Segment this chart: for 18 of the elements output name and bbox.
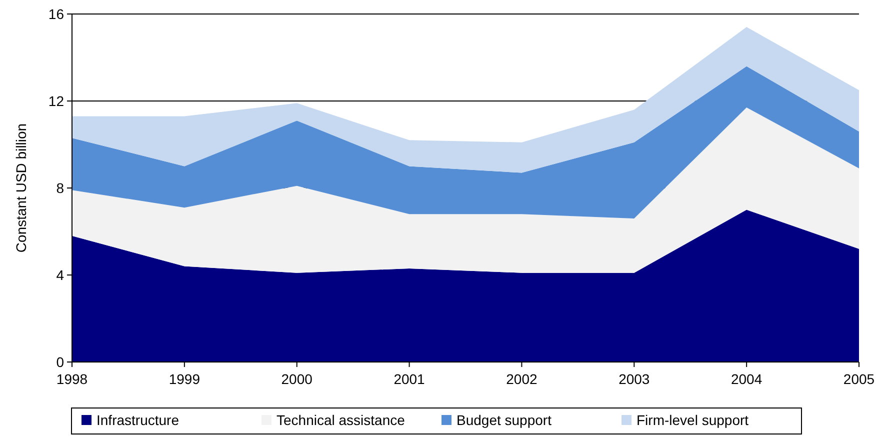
legend-label: Infrastructure [96, 412, 180, 428]
legend-label: Budget support [456, 412, 552, 428]
legend-label: Technical assistance [276, 412, 406, 428]
legend-label: Firm-level support [636, 412, 749, 428]
x-tick-label: 2003 [618, 371, 650, 387]
x-tick-label: 2000 [281, 371, 313, 387]
x-tick-label: 1999 [168, 371, 200, 387]
x-tick-label: 2001 [394, 371, 426, 387]
y-tick-label: 16 [48, 6, 64, 22]
y-axis-title: Constant USD billion [13, 123, 29, 253]
x-tick-label: 1998 [56, 371, 88, 387]
y-tick-label: 4 [56, 266, 64, 283]
x-tick-label: 2005 [843, 371, 875, 387]
y-tick-label: 8 [56, 180, 64, 196]
y-tick-label: 0 [56, 354, 64, 370]
x-tick-label: 2004 [730, 371, 762, 387]
x-tick-label: 2002 [506, 371, 538, 387]
y-tick-label: 12 [48, 92, 64, 109]
